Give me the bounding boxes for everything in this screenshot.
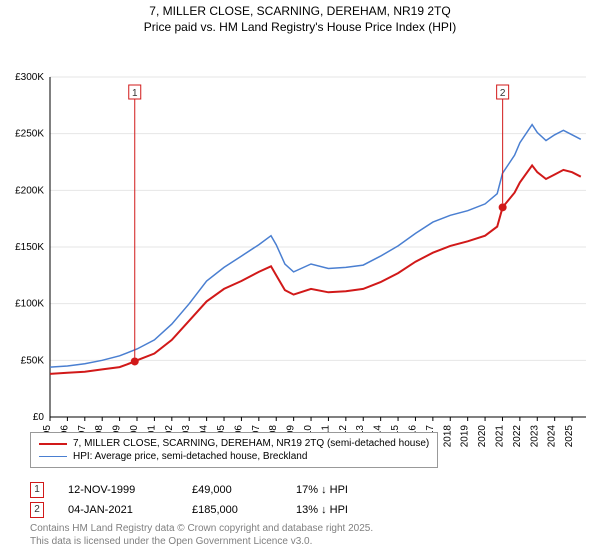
svg-text:2018: 2018 — [442, 425, 453, 448]
svg-text:2025: 2025 — [564, 425, 575, 448]
marker-dot — [499, 204, 507, 212]
marker-price: £185,000 — [192, 504, 272, 516]
svg-text:£100K: £100K — [15, 299, 44, 310]
legend-label: HPI: Average price, semi-detached house,… — [73, 451, 307, 462]
marker-badge: 2 — [30, 502, 44, 518]
svg-text:2022: 2022 — [512, 425, 523, 448]
marker-price: £49,000 — [192, 484, 272, 496]
svg-text:2020: 2020 — [477, 425, 488, 448]
title-block: 7, MILLER CLOSE, SCARNING, DEREHAM, NR19… — [0, 0, 600, 37]
attribution: Contains HM Land Registry data © Crown c… — [30, 522, 373, 548]
svg-text:1: 1 — [132, 88, 138, 99]
price-chart: £0£50K£100K£150K£200K£250K£300K199519961… — [0, 37, 600, 467]
svg-text:£300K: £300K — [15, 72, 44, 83]
svg-text:£250K: £250K — [15, 129, 44, 140]
title-line-1: 7, MILLER CLOSE, SCARNING, DEREHAM, NR19… — [0, 4, 600, 20]
legend: 7, MILLER CLOSE, SCARNING, DEREHAM, NR19… — [30, 432, 438, 468]
legend-row: 7, MILLER CLOSE, SCARNING, DEREHAM, NR19… — [39, 437, 429, 450]
marker-badge: 1 — [30, 482, 44, 498]
svg-text:£200K: £200K — [15, 186, 44, 197]
marker-date: 12-NOV-1999 — [68, 484, 168, 496]
legend-label: 7, MILLER CLOSE, SCARNING, DEREHAM, NR19… — [73, 438, 429, 449]
title-line-2: Price paid vs. HM Land Registry's House … — [0, 20, 600, 36]
marker-row: 2 04-JAN-2021 £185,000 13% ↓ HPI — [30, 500, 386, 520]
svg-text:2024: 2024 — [547, 425, 558, 448]
svg-text:£50K: £50K — [21, 356, 45, 367]
marker-table: 1 12-NOV-1999 £49,000 17% ↓ HPI 2 04-JAN… — [30, 480, 386, 520]
svg-text:2019: 2019 — [460, 425, 471, 448]
marker-dot — [131, 358, 139, 366]
marker-pct: 17% ↓ HPI — [296, 484, 386, 496]
svg-text:£150K: £150K — [15, 242, 44, 253]
svg-text:£0: £0 — [33, 412, 45, 423]
marker-row: 1 12-NOV-1999 £49,000 17% ↓ HPI — [30, 480, 386, 500]
legend-swatch-price-paid — [39, 443, 67, 445]
marker-pct: 13% ↓ HPI — [296, 504, 386, 516]
attribution-line: Contains HM Land Registry data © Crown c… — [30, 522, 373, 535]
legend-swatch-hpi — [39, 456, 67, 457]
svg-text:2: 2 — [500, 88, 506, 99]
attribution-line: This data is licensed under the Open Gov… — [30, 535, 373, 548]
legend-row: HPI: Average price, semi-detached house,… — [39, 450, 429, 463]
chart-container: 7, MILLER CLOSE, SCARNING, DEREHAM, NR19… — [0, 0, 600, 560]
marker-date: 04-JAN-2021 — [68, 504, 168, 516]
svg-text:2021: 2021 — [494, 425, 505, 448]
svg-text:2023: 2023 — [529, 425, 540, 448]
